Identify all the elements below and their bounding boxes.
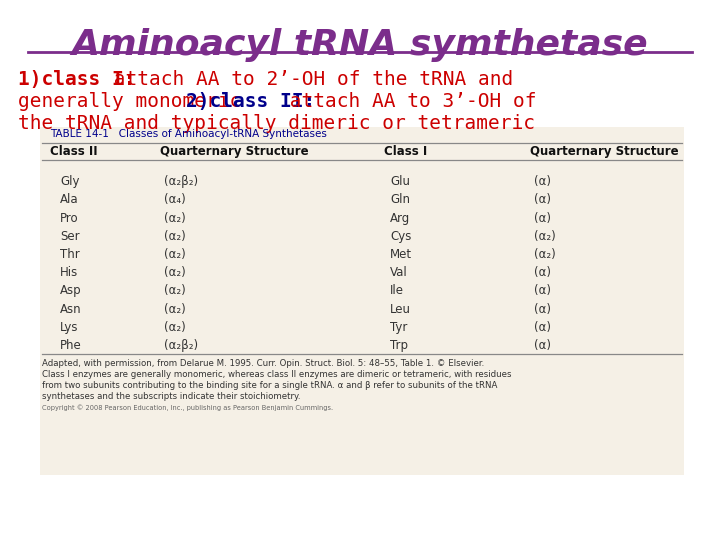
Text: Ala: Ala <box>60 193 78 206</box>
Text: (α₂): (α₂) <box>534 248 556 261</box>
Text: (α): (α) <box>534 175 551 188</box>
Text: Gln: Gln <box>390 193 410 206</box>
Text: Tyr: Tyr <box>390 321 408 334</box>
Text: (α₂β₂): (α₂β₂) <box>164 339 198 352</box>
Text: attach AA to 2’-OH of the tRNA and: attach AA to 2’-OH of the tRNA and <box>102 70 513 89</box>
Text: Glu: Glu <box>390 175 410 188</box>
Text: Gly: Gly <box>60 175 79 188</box>
Text: Met: Met <box>390 248 412 261</box>
Text: Quarternary Structure: Quarternary Structure <box>530 145 679 158</box>
Text: (α₂): (α₂) <box>164 285 186 298</box>
Text: Quarternary Structure: Quarternary Structure <box>160 145 309 158</box>
Text: Asp: Asp <box>60 285 81 298</box>
Text: Phe: Phe <box>60 339 82 352</box>
Text: Leu: Leu <box>390 302 411 315</box>
Text: 2)class II:: 2)class II: <box>186 92 315 111</box>
Text: Pro: Pro <box>60 212 78 225</box>
Text: (α): (α) <box>534 321 551 334</box>
Text: from two subunits contributing to the binding site for a single tRNA. α and β re: from two subunits contributing to the bi… <box>42 381 498 390</box>
Text: (α): (α) <box>534 212 551 225</box>
Text: Asn: Asn <box>60 302 81 315</box>
Text: (α): (α) <box>534 193 551 206</box>
Text: generally monomeric: generally monomeric <box>18 92 253 111</box>
Text: (α₂): (α₂) <box>164 230 186 243</box>
Text: 1)class I:: 1)class I: <box>18 70 135 89</box>
Text: Class I enzymes are generally monomeric, whereas class II enzymes are dimeric or: Class I enzymes are generally monomeric,… <box>42 370 511 379</box>
Text: Lys: Lys <box>60 321 78 334</box>
Text: (α₂): (α₂) <box>164 266 186 279</box>
Text: attach AA to 3’-OH of: attach AA to 3’-OH of <box>278 92 536 111</box>
Text: (α₂): (α₂) <box>164 212 186 225</box>
Text: Val: Val <box>390 266 408 279</box>
Text: Copyright © 2008 Pearson Education, Inc., publishing as Pearson Benjamin Cumming: Copyright © 2008 Pearson Education, Inc.… <box>42 404 333 411</box>
Text: the tRNA and typically dimeric or tetrameric: the tRNA and typically dimeric or tetram… <box>18 114 535 133</box>
Text: Ser: Ser <box>60 230 80 243</box>
Text: (α₂): (α₂) <box>534 230 556 243</box>
Text: His: His <box>60 266 78 279</box>
Text: Ile: Ile <box>390 285 404 298</box>
Text: (α₂): (α₂) <box>164 321 186 334</box>
Text: Class II: Class II <box>50 145 98 158</box>
Text: Arg: Arg <box>390 212 410 225</box>
Text: Trp: Trp <box>390 339 408 352</box>
Text: Class I: Class I <box>384 145 427 158</box>
Text: (α): (α) <box>534 339 551 352</box>
Text: Cys: Cys <box>390 230 411 243</box>
Text: Aminoacyl tRNA symthetase: Aminoacyl tRNA symthetase <box>72 28 648 62</box>
Text: (α): (α) <box>534 302 551 315</box>
Bar <box>40 127 684 475</box>
Text: (α₂): (α₂) <box>164 302 186 315</box>
Text: (α₂β₂): (α₂β₂) <box>164 175 198 188</box>
Text: synthetases and the subscripts indicate their stoichiometry.: synthetases and the subscripts indicate … <box>42 392 300 401</box>
Text: (α₄): (α₄) <box>164 193 186 206</box>
Text: Thr: Thr <box>60 248 80 261</box>
Text: (α₂): (α₂) <box>164 248 186 261</box>
Text: (α): (α) <box>534 285 551 298</box>
Text: (α): (α) <box>534 266 551 279</box>
Text: Adapted, with permission, from Delarue M. 1995. Curr. Opin. Struct. Biol. 5: 48–: Adapted, with permission, from Delarue M… <box>42 359 485 368</box>
Text: TABLE 14-1   Classes of Aminoacyl-tRNA Synthetases: TABLE 14-1 Classes of Aminoacyl-tRNA Syn… <box>50 129 327 139</box>
